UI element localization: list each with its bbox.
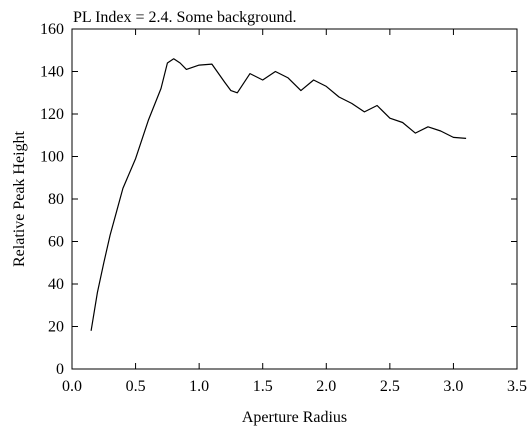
chart-title: PL Index = 2.4. Some background. [73,9,297,26]
series-line [90,58,467,331]
y-tick-label: 40 [48,276,64,293]
y-tick-labels: 0 20 40 60 80 100 120 140 160 [40,21,64,378]
y-tick-label: 0 [56,361,64,378]
axis-ticks [71,28,518,370]
x-tick-label: 0.0 [62,378,82,395]
x-tick-label: 0.5 [126,378,146,395]
plot-frame [71,28,518,370]
y-tick-label: 80 [48,191,64,208]
x-tick-label: 1.5 [253,378,273,395]
x-tick-label: 2.5 [380,378,400,395]
y-tick-label: 140 [40,64,64,81]
x-tick-label: 2.0 [316,378,336,395]
y-tick-label: 160 [40,21,64,38]
y-axis-title: Relative Peak Height [11,130,28,267]
x-tick-label: 3.5 [507,378,527,395]
y-tick-label: 100 [40,149,64,166]
x-axis-title: Aperture Radius [242,409,347,426]
y-tick-label: 20 [48,319,64,336]
y-tick-label: 60 [48,234,64,251]
y-tick-label: 120 [40,106,64,123]
x-tick-label: 3.0 [443,378,463,395]
x-tick-label: 1.0 [189,378,209,395]
x-tick-labels: 0.0 0.5 1.0 1.5 2.0 2.5 3.0 3.5 [62,378,527,395]
